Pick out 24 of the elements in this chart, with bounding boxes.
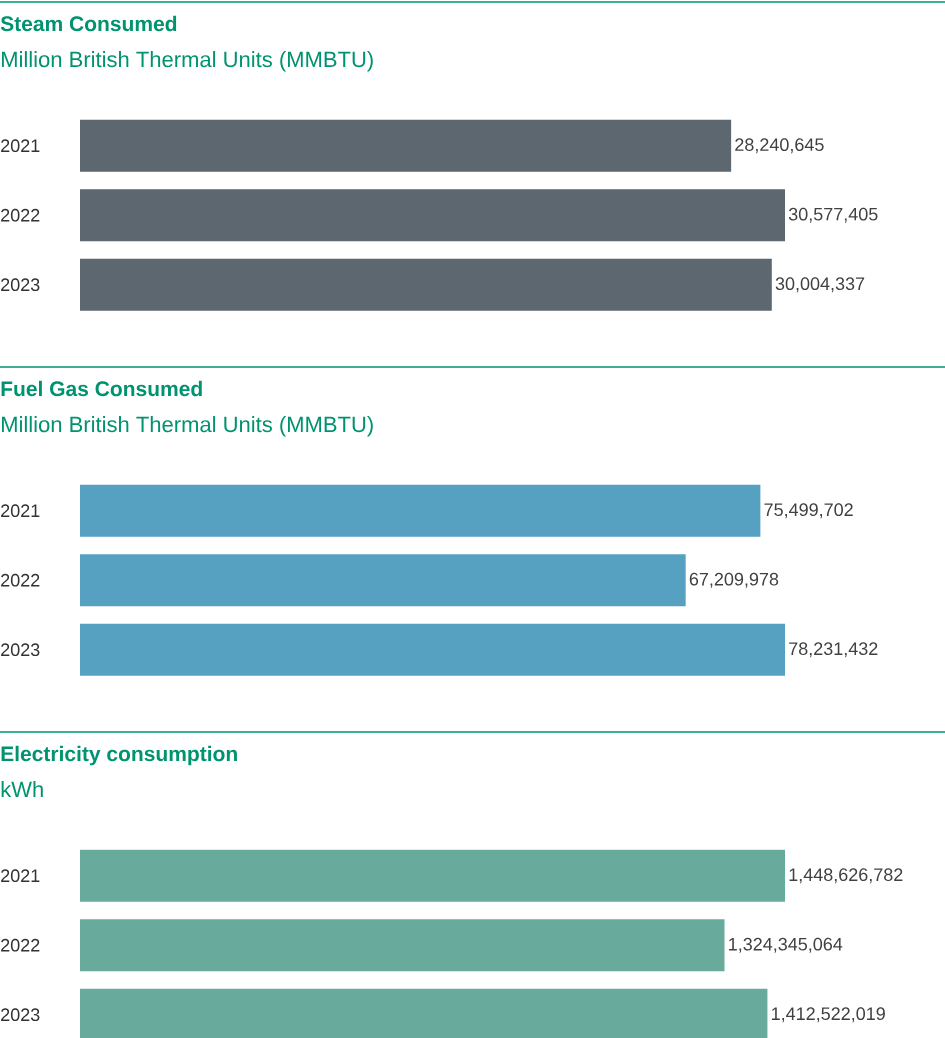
chart-title: Electricity consumption xyxy=(1,745,237,766)
data-label: 1,448,626,782 xyxy=(789,868,903,884)
y-tick-label: 2021 xyxy=(1,869,40,883)
data-label: 67,209,978 xyxy=(689,572,779,588)
y-tick-label: 2023 xyxy=(1,1008,40,1022)
y-tick-label: 2021 xyxy=(1,504,40,518)
data-label: 1,324,345,064 xyxy=(729,937,843,953)
y-tick-label: 2022 xyxy=(1,208,40,222)
chart-subtitle: Million British Thermal Units (MMBTU) xyxy=(2,416,373,437)
data-label: 30,004,337 xyxy=(775,277,865,293)
chart-title: Fuel Gas Consumed xyxy=(1,380,202,397)
data-label: 75,499,702 xyxy=(764,503,853,519)
chart-title: Steam Consumed xyxy=(0,15,177,32)
y-tick-label: 2021 xyxy=(1,139,40,153)
chart-subtitle: kWh xyxy=(1,781,43,797)
data-label: 78,231,432 xyxy=(789,642,878,658)
y-tick-label: 2023 xyxy=(1,643,40,657)
data-label: 30,577,405 xyxy=(788,207,878,223)
y-tick-label: 2023 xyxy=(1,278,40,292)
data-label: 1,412,522,019 xyxy=(772,1007,885,1023)
y-tick-label: 2022 xyxy=(1,573,40,587)
y-tick-label: 2022 xyxy=(1,938,40,952)
data-label: 28,240,645 xyxy=(735,138,824,154)
chart-subtitle: Million British Thermal Units (MMBTU) xyxy=(2,51,373,72)
